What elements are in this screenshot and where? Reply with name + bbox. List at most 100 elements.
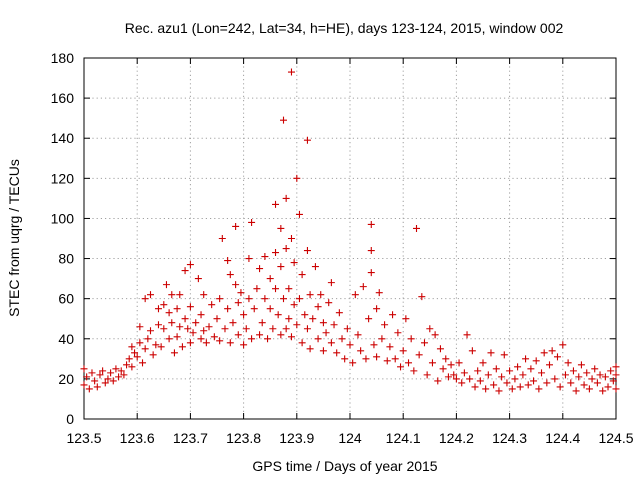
data-point — [580, 381, 588, 389]
data-point — [285, 285, 293, 293]
data-point — [367, 269, 375, 277]
data-point — [397, 363, 405, 371]
data-point — [224, 305, 232, 313]
data-point — [285, 315, 293, 323]
data-point — [128, 343, 136, 351]
data-point — [535, 385, 543, 393]
data-point — [85, 385, 93, 393]
data-point — [107, 369, 115, 377]
data-point — [88, 369, 96, 377]
x-tick-label: 123.6 — [120, 430, 155, 446]
data-point — [375, 289, 383, 297]
data-point — [277, 263, 285, 271]
data-point — [141, 345, 149, 353]
data-point — [391, 355, 399, 363]
data-point — [599, 387, 607, 395]
y-tick-label: 0 — [66, 411, 74, 427]
data-point — [165, 335, 173, 343]
data-point — [162, 281, 170, 289]
data-point — [264, 335, 272, 343]
data-point — [367, 247, 375, 255]
data-point — [91, 377, 99, 385]
data-point — [168, 319, 176, 327]
data-point — [314, 303, 322, 311]
data-point — [386, 343, 394, 351]
data-point — [569, 367, 577, 375]
data-point — [277, 224, 285, 232]
data-point — [303, 325, 311, 333]
data-point — [492, 365, 500, 373]
data-point — [415, 351, 423, 359]
data-point — [373, 353, 381, 361]
data-point — [370, 341, 378, 349]
data-point — [192, 319, 200, 327]
data-point — [519, 371, 527, 379]
data-point — [317, 291, 325, 299]
data-point — [226, 271, 234, 279]
data-point — [237, 289, 245, 297]
data-point — [357, 347, 365, 355]
y-tick-label: 20 — [58, 371, 74, 387]
chart-title: Rec. azu1 (Lon=242, Lat=34, h=HE), days … — [125, 20, 564, 36]
data-point — [234, 331, 242, 339]
data-point — [553, 353, 561, 361]
data-point — [197, 335, 205, 343]
data-point — [168, 291, 176, 299]
data-point — [226, 339, 234, 347]
data-point — [367, 220, 375, 228]
x-tick-label: 123.5 — [66, 430, 101, 446]
data-point — [604, 383, 612, 391]
data-point — [112, 365, 120, 373]
data-point — [423, 371, 431, 379]
data-point — [439, 365, 447, 373]
data-point — [575, 373, 583, 381]
data-point — [474, 367, 482, 375]
data-point — [583, 369, 591, 377]
y-tick-label: 80 — [58, 251, 74, 267]
data-point — [522, 355, 530, 363]
data-point — [210, 333, 218, 341]
data-point — [272, 249, 280, 257]
data-point — [378, 335, 386, 343]
data-point — [282, 325, 290, 333]
data-point — [588, 375, 596, 383]
data-point — [351, 291, 359, 299]
data-point — [149, 351, 157, 359]
data-point — [176, 323, 184, 331]
data-point — [540, 349, 548, 357]
data-point — [476, 377, 484, 385]
data-point — [80, 381, 88, 389]
data-point — [287, 68, 295, 76]
data-point — [559, 341, 567, 349]
data-point — [205, 323, 213, 331]
data-point — [399, 347, 407, 355]
data-point — [109, 377, 117, 385]
data-point — [234, 299, 242, 307]
data-point — [282, 194, 290, 202]
x-tick-label: 124.4 — [545, 430, 580, 446]
data-point — [585, 385, 593, 393]
data-point — [479, 359, 487, 367]
data-point — [266, 275, 274, 283]
data-point — [389, 311, 397, 319]
x-tick-label: 124.3 — [492, 430, 527, 446]
axis-ticks: 123.5 123.6 123.7 123.8 123.9 124 124.1 124.2 12… — [51, 50, 634, 446]
data-point — [612, 363, 620, 371]
x-tick-label: 123.9 — [279, 430, 314, 446]
data-point — [232, 222, 240, 230]
data-point — [184, 325, 192, 333]
y-tick-label: 160 — [51, 90, 75, 106]
data-point — [224, 257, 232, 265]
y-tick-label: 40 — [58, 331, 74, 347]
data-point — [325, 299, 333, 307]
data-point — [221, 325, 229, 333]
data-point — [253, 285, 261, 293]
data-point — [591, 365, 599, 373]
data-point — [327, 339, 335, 347]
y-tick-label: 180 — [51, 50, 75, 66]
data-point — [287, 235, 295, 242]
data-point — [293, 321, 301, 329]
data-point — [346, 341, 354, 349]
data-point — [160, 325, 168, 333]
data-point — [202, 339, 210, 347]
